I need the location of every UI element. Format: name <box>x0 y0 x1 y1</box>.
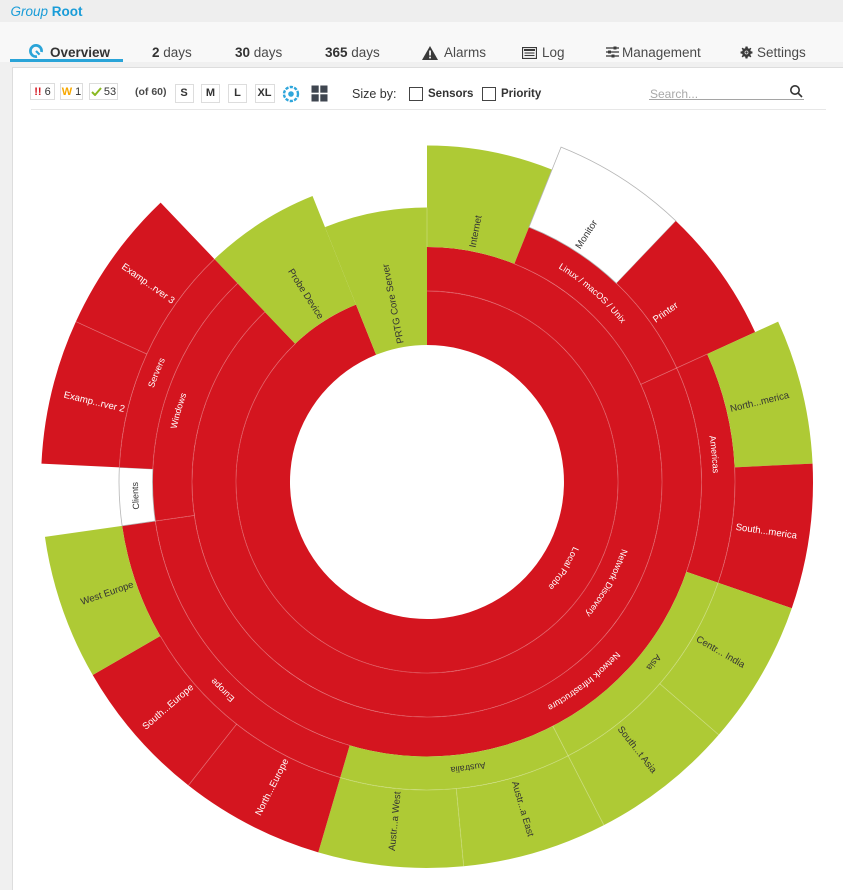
svg-text:Clients: Clients <box>130 481 141 510</box>
svg-text:Americas: Americas <box>707 435 721 474</box>
